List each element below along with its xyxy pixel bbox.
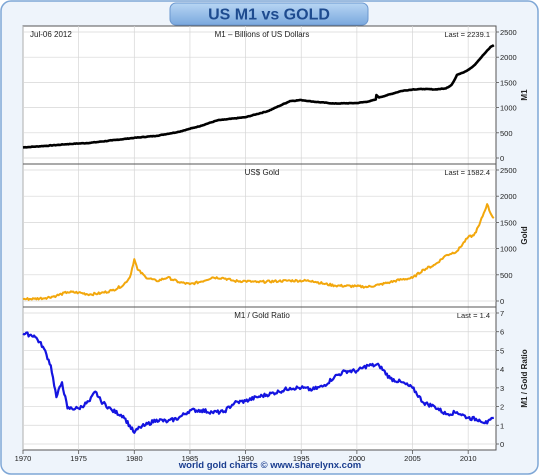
ytick-label-ratio-4: 4 [500, 365, 504, 374]
last-value-m1: Last = 2239.1 [444, 30, 490, 39]
xtick-label-1975: 1975 [70, 454, 87, 463]
chart-title: US M1 vs GOLD [208, 7, 330, 24]
series-line-gold [22, 203, 495, 301]
x-axis: 1970 1975 1980 1985 1990 1995 2000 2005 2010 [15, 450, 477, 463]
ytick-label-m1-1500: 1500 [500, 78, 517, 87]
ytick-label-gold-1500: 1500 [500, 218, 517, 227]
footer-credit: world gold charts © www.sharelynx.com [178, 460, 361, 471]
panel-gold: 0 500 1000 1500 2000 2500 US$ Gold Last = 1582.… [22, 163, 529, 307]
last-value-ratio: Last = 1.4 [457, 311, 490, 320]
last-value-gold: Last = 1582.4 [444, 168, 490, 177]
ytick-label-ratio-0: 0 [500, 440, 504, 449]
ytick-label-gold-2000: 2000 [500, 192, 517, 201]
plot-area [22, 25, 497, 451]
ytick-label-m1-500: 500 [500, 129, 513, 138]
panel-title-m1: M1 – Billions of US Dollars [215, 30, 310, 39]
date-label: Jul-06 2012 [30, 30, 72, 39]
xtick-label-1990: 1990 [237, 454, 254, 463]
ytick-label-m1-2500: 2500 [500, 28, 517, 37]
xtick-label-2005: 2005 [404, 454, 421, 463]
ytick-label-ratio-7: 7 [500, 309, 504, 318]
xtick-label-2000: 2000 [349, 454, 366, 463]
xtick-label-1970: 1970 [15, 454, 32, 463]
panel-title-ratio: M1 / Gold Ratio [234, 311, 290, 320]
ytick-label-ratio-3: 3 [500, 384, 504, 393]
ytick-label-m1-0: 0 [500, 154, 504, 163]
ytick-label-gold-0: 0 [500, 297, 504, 306]
y-axis-label-gold: Gold [520, 226, 529, 244]
xtick-label-1995: 1995 [293, 454, 310, 463]
ytick-label-m1-1000: 1000 [500, 104, 517, 113]
ytick-label-ratio-6: 6 [500, 328, 504, 337]
ytick-label-ratio-5: 5 [500, 346, 504, 355]
panel-ratio: 0 1 2 3 4 5 6 7 M1 / Gold Ratio Last = 1.4 M1 / Go… [22, 306, 529, 450]
ytick-label-ratio-1: 1 [500, 421, 504, 430]
ytick-label-ratio-2: 2 [500, 403, 504, 412]
ytick-label-gold-1000: 1000 [500, 245, 517, 254]
ytick-label-gold-500: 500 [500, 271, 513, 280]
xtick-label-1980: 1980 [126, 454, 143, 463]
ytick-label-gold-2500: 2500 [500, 166, 517, 175]
xtick-label-1985: 1985 [182, 454, 199, 463]
title-bar [169, 2, 369, 26]
panel-title-gold: US$ Gold [245, 168, 280, 177]
y-axis-label-ratio: M1 / Gold Ratio [520, 349, 529, 407]
series-line-m1 [22, 44, 495, 149]
y-axis-label-m1: M1 [520, 89, 529, 101]
series-line-ratio [22, 331, 494, 434]
xtick-label-2010: 2010 [460, 454, 477, 463]
ytick-label-m1-2000: 2000 [500, 53, 517, 62]
panel-m1: 0 500 1000 1500 2000 2500 M1 – Billions of US … [22, 26, 529, 164]
